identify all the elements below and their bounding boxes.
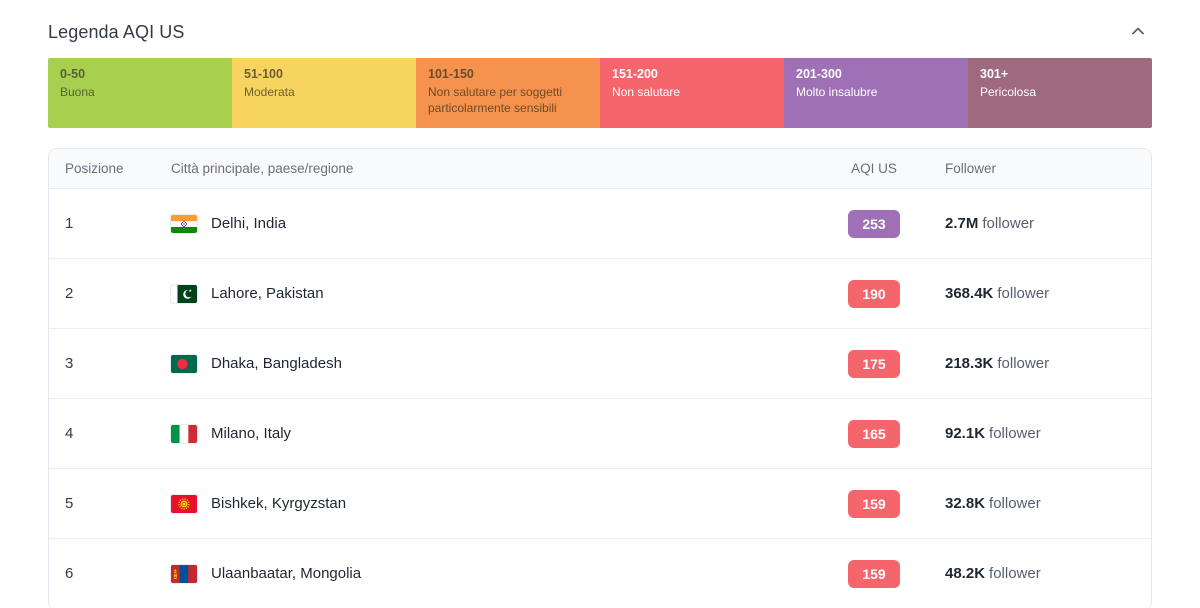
table-header-row: Posizione Città principale, paese/region… <box>49 149 1151 189</box>
follower-word: follower <box>989 425 1041 442</box>
table-row[interactable]: 3 Dhaka, Bangladesh 175 218.3K follower <box>49 329 1151 399</box>
position-value: 5 <box>65 495 74 512</box>
pakistan-flag-icon <box>171 284 197 303</box>
table-row[interactable]: 5 Bishkek, Kyrgyzstan 159 32.8K follower <box>49 469 1151 539</box>
city-cell[interactable]: Dhaka, Bangladesh <box>171 354 803 373</box>
collapse-button[interactable] <box>1126 20 1150 44</box>
follower-count: 32.8K <box>945 495 986 512</box>
india-flag-icon <box>171 214 197 233</box>
city-name: Bishkek, Kyrgyzstan <box>211 495 347 512</box>
city-name: Ulaanbaatar, Mongolia <box>211 565 362 582</box>
follower-cell: 218.3K follower <box>945 355 1135 372</box>
city-ranking-table: Posizione Città principale, paese/region… <box>48 148 1152 608</box>
aqi-badge: 159 <box>848 559 900 588</box>
legend-segment-unhealthy: 151-200 Non salutare <box>600 58 784 128</box>
legend-range: 0-50 <box>60 67 86 81</box>
header-position: Posizione <box>65 161 124 176</box>
follower-cell: 368.4K follower <box>945 285 1135 302</box>
legend-label: Molto insalubre <box>796 85 878 99</box>
follower-count: 48.2K <box>945 565 986 582</box>
chevron-up-icon <box>1130 23 1146 42</box>
aqi-badge: 165 <box>848 419 900 448</box>
legend-segment-good: 0-50 Buona <box>48 58 232 128</box>
bangladesh-flag-icon <box>171 354 197 373</box>
legend-range: 301+ <box>980 67 1009 81</box>
legend-label: Non salutare per soggetti particolarment… <box>428 85 563 116</box>
follower-count: 2.7M <box>945 215 979 232</box>
legend-range: 151-200 <box>612 67 658 81</box>
follower-count: 368.4K <box>945 285 994 302</box>
city-cell[interactable]: Lahore, Pakistan <box>171 284 803 303</box>
city-name: Dhaka, Bangladesh <box>211 355 342 372</box>
italy-flag-icon <box>171 424 197 443</box>
follower-cell: 92.1K follower <box>945 425 1135 442</box>
legend-segment-hazardous: 301+ Pericolosa <box>968 58 1152 128</box>
follower-count: 92.1K <box>945 425 986 442</box>
aqi-badge: 253 <box>848 209 900 238</box>
table-row[interactable]: 1 Delhi, India 253 2.7M follower <box>49 189 1151 259</box>
follower-word: follower <box>989 495 1041 512</box>
legend-label: Buona <box>60 85 95 99</box>
position-value: 4 <box>65 425 74 442</box>
legend-segment-very-unhealthy: 201-300 Molto insalubre <box>784 58 968 128</box>
legend-label: Non salutare <box>612 85 681 99</box>
city-cell[interactable]: Ulaanbaatar, Mongolia <box>171 564 803 583</box>
position-value: 3 <box>65 355 74 372</box>
follower-word: follower <box>982 215 1035 232</box>
city-name: Delhi, India <box>211 215 287 232</box>
city-cell[interactable]: Delhi, India <box>171 214 803 233</box>
follower-word: follower <box>997 285 1050 302</box>
city-name: Milano, Italy <box>211 425 292 442</box>
legend-range: 201-300 <box>796 67 842 81</box>
table-row[interactable]: 6 Ulaanbaatar, Mongolia 159 48.2K followe… <box>49 539 1151 608</box>
aqi-badge: 159 <box>848 489 900 518</box>
header-city: Città principale, paese/regione <box>171 161 354 176</box>
legend-segment-moderate: 51-100 Moderata <box>232 58 416 128</box>
follower-cell: 48.2K follower <box>945 565 1135 582</box>
header-aqi: AQI US <box>851 161 897 176</box>
legend-header: Legenda AQI US <box>48 18 1152 44</box>
kyrgyzstan-flag-icon <box>171 494 197 513</box>
header-follower: Follower <box>945 161 997 176</box>
city-cell[interactable]: Bishkek, Kyrgyzstan <box>171 494 803 513</box>
position-value: 1 <box>65 215 74 232</box>
follower-word: follower <box>989 565 1041 582</box>
follower-count: 218.3K <box>945 355 994 372</box>
legend-label: Moderata <box>244 85 295 99</box>
table-row[interactable]: 4 Milano, Italy 165 92.1K follower <box>49 399 1151 469</box>
legend-segment-unhealthy-sensitive: 101-150 Non salutare per soggetti partic… <box>416 58 600 128</box>
legend-label: Pericolosa <box>980 85 1037 99</box>
follower-cell: 2.7M follower <box>945 215 1135 232</box>
position-value: 2 <box>65 285 74 302</box>
city-cell[interactable]: Milano, Italy <box>171 424 803 443</box>
legend-title: Legenda AQI US <box>48 21 185 42</box>
aqi-badge: 175 <box>848 349 900 378</box>
legend-range: 51-100 <box>244 67 283 81</box>
aqi-legend-bar: 0-50 Buona 51-100 Moderata 101-150 Non s… <box>48 58 1152 128</box>
legend-range: 101-150 <box>428 67 474 81</box>
table-row[interactable]: 2 Lahore, Pakistan 190 368.4K follower <box>49 259 1151 329</box>
aqi-badge: 190 <box>848 279 900 308</box>
mongolia-flag-icon <box>171 564 197 583</box>
city-name: Lahore, Pakistan <box>211 285 324 302</box>
follower-cell: 32.8K follower <box>945 495 1135 512</box>
position-value: 6 <box>65 565 74 582</box>
follower-word: follower <box>997 355 1050 372</box>
